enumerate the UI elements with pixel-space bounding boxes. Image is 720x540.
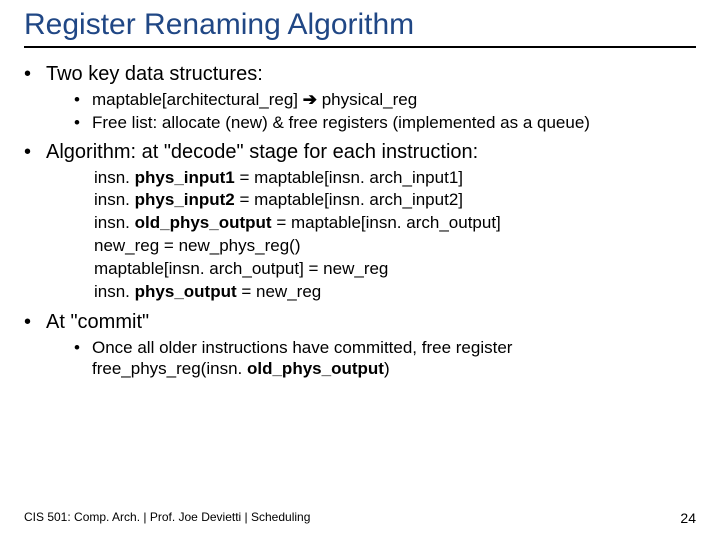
bullet-data-structures: Two key data structures: maptable[archit… [24, 62, 696, 134]
text: maptable[architectural_reg] [92, 90, 303, 109]
text: = maptable[insn. arch_input2] [235, 190, 463, 209]
slide-body: Two key data structures: maptable[archit… [24, 62, 696, 380]
text: = maptable[insn. arch_input1] [235, 168, 463, 187]
text: free_phys_reg(insn. [92, 359, 247, 378]
bullet-commit: At "commit" Once all older instructions … [24, 310, 696, 380]
arrow-icon: ➔ [303, 90, 317, 109]
slide-title: Register Renaming Algorithm [24, 8, 696, 42]
text-bold: phys_input2 [135, 190, 235, 209]
sub-bullet-free: Once all older instructions have committ… [74, 337, 696, 380]
footer: CIS 501: Comp. Arch. | Prof. Joe Deviett… [24, 510, 696, 526]
sub-list: Once all older instructions have committ… [46, 337, 696, 380]
bullet-text: At "commit" [46, 311, 149, 333]
text-bold: old_phys_output [247, 359, 384, 378]
code-line: maptable[insn. arch_output] = new_reg [94, 258, 696, 281]
text: Once all older instructions have committ… [92, 338, 512, 357]
bullet-text: Two key data structures: [46, 63, 263, 85]
bullet-text: Algorithm: at "decode" stage for each in… [46, 141, 478, 163]
slide: Register Renaming Algorithm Two key data… [0, 0, 720, 540]
text: maptable[insn. arch_output] = new_reg [94, 259, 388, 278]
text: = maptable[insn. arch_output] [272, 213, 501, 232]
sub-bullet-maptable: maptable[architectural_reg] ➔ physical_r… [74, 89, 696, 110]
text: new_reg = new_phys_reg() [94, 236, 300, 255]
text: = new_reg [237, 282, 322, 301]
code-line: insn. old_phys_output = maptable[insn. a… [94, 212, 696, 235]
pseudocode-block: insn. phys_input1 = maptable[insn. arch_… [94, 167, 696, 305]
text: insn. [94, 168, 135, 187]
text: Free list: allocate (new) & free registe… [92, 113, 590, 132]
code-line: insn. phys_input1 = maptable[insn. arch_… [94, 167, 696, 190]
sub-list: maptable[architectural_reg] ➔ physical_r… [46, 89, 696, 134]
text: insn. [94, 213, 135, 232]
text: insn. [94, 190, 135, 209]
code-line: insn. phys_input2 = maptable[insn. arch_… [94, 189, 696, 212]
text-bold: old_phys_output [135, 213, 272, 232]
bullet-algorithm: Algorithm: at "decode" stage for each in… [24, 140, 696, 305]
sub-bullet-freelist: Free list: allocate (new) & free registe… [74, 112, 696, 133]
footer-text: CIS 501: Comp. Arch. | Prof. Joe Deviett… [24, 510, 310, 526]
bullet-list: Two key data structures: maptable[archit… [24, 62, 696, 380]
title-rule [24, 46, 696, 48]
code-line: insn. phys_output = new_reg [94, 281, 696, 304]
text: physical_reg [317, 90, 417, 109]
text: insn. [94, 282, 135, 301]
text: ) [384, 359, 390, 378]
text-bold: phys_input1 [135, 168, 235, 187]
page-number: 24 [680, 510, 696, 526]
text-bold: phys_output [135, 282, 237, 301]
code-line: new_reg = new_phys_reg() [94, 235, 696, 258]
